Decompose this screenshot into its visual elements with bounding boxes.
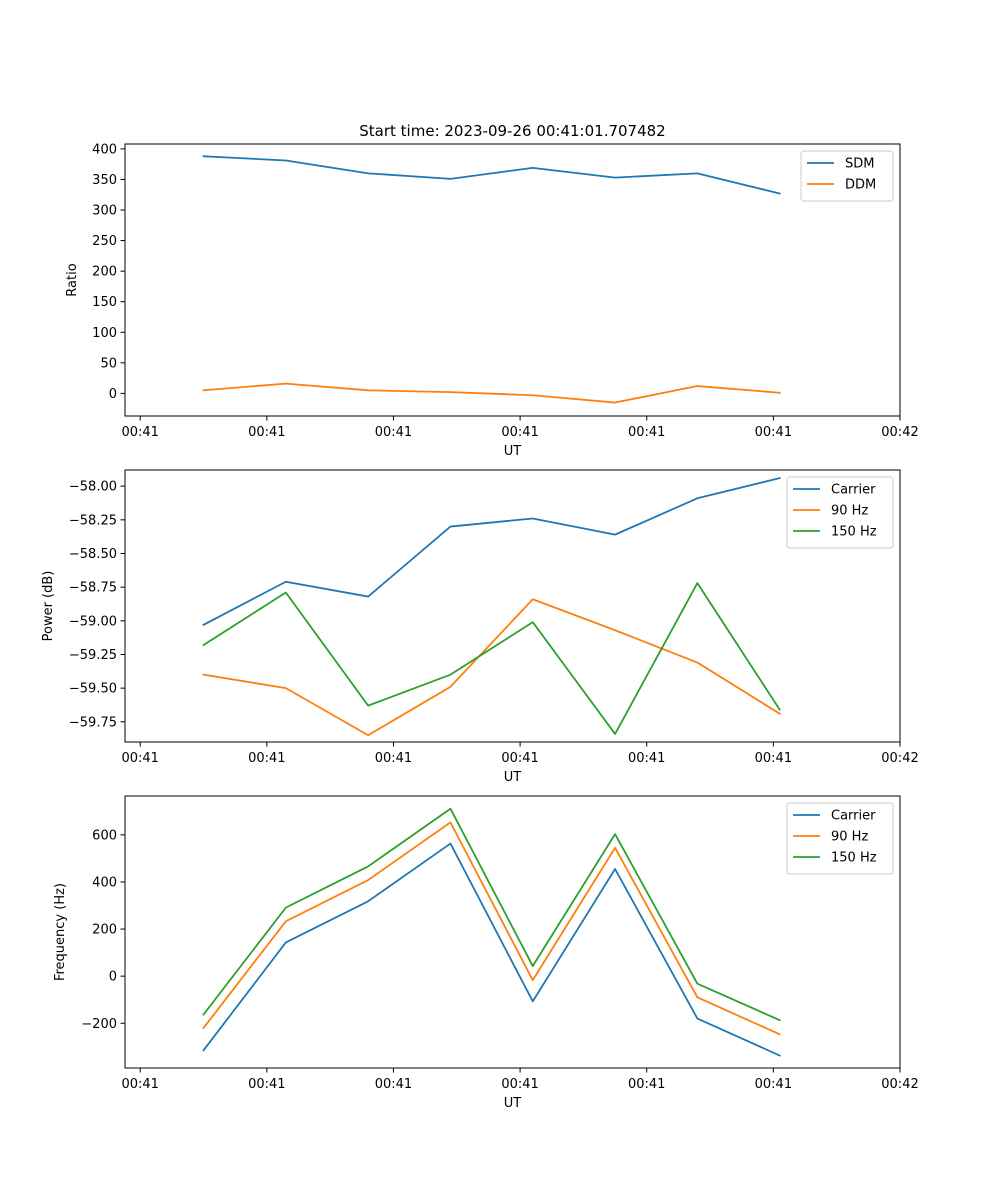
power-y-tick-label: −59.25 <box>69 648 117 663</box>
power-x-axis-label: UT <box>504 770 522 785</box>
frequency-x-tick-label: 00:41 <box>375 1077 412 1092</box>
ratio-y-tick-label: 300 <box>92 204 117 219</box>
power-x-tick-label: 00:41 <box>501 751 538 766</box>
frequency-series-carrier-line <box>202 842 781 1057</box>
frequency-x-tick-label: 00:41 <box>248 1077 285 1092</box>
ratio-y-axis-label: Ratio <box>65 263 80 296</box>
ratio-series-ddm-line <box>202 382 781 404</box>
power-x-tick-label: 00:42 <box>881 751 918 766</box>
ratio-x-tick-label: 00:41 <box>501 425 538 440</box>
ratio-y-tick-label: 100 <box>92 326 117 341</box>
power-series-150-hz-line <box>202 582 781 735</box>
power-legend-label-carrier: Carrier <box>831 483 876 498</box>
ratio-y-tick-label: 150 <box>92 295 117 310</box>
power-x-tick-label: 00:41 <box>121 751 158 766</box>
frequency-y-tick-label: 600 <box>92 828 117 843</box>
power-x-tick-label: 00:41 <box>248 751 285 766</box>
ratio-y-tick-label: 50 <box>100 356 117 371</box>
ratio-legend-label-ddm: DDM <box>845 178 876 193</box>
power-series-carrier-line <box>202 476 781 627</box>
ratio-y-tick-label: 400 <box>92 142 117 157</box>
power-y-tick-label: −59.00 <box>69 614 117 629</box>
ratio-x-tick-label: 00:41 <box>755 425 792 440</box>
frequency-x-tick-label: 00:42 <box>881 1077 918 1092</box>
frequency-y-tick-label: 0 <box>109 970 117 985</box>
ratio-x-tick-label: 00:41 <box>375 425 412 440</box>
figure-title: Start time: 2023-09-26 00:41:01.707482 <box>359 122 665 140</box>
frequency-axes-frame <box>124 795 901 1069</box>
frequency-legend-label-carrier: Carrier <box>831 809 876 824</box>
ratio-series-sdm-line <box>202 155 781 195</box>
ratio-x-axis-label: UT <box>504 444 522 459</box>
power-axes-frame <box>124 469 901 743</box>
frequency-legend-label-90-hz: 90 Hz <box>831 830 868 845</box>
ratio-axes-frame <box>124 143 901 417</box>
power-x-tick-label: 00:41 <box>628 751 665 766</box>
power-y-tick-label: −59.50 <box>69 682 117 697</box>
ratio-y-tick-label: 250 <box>92 234 117 249</box>
ratio-x-tick-label: 00:41 <box>248 425 285 440</box>
power-y-tick-label: −58.25 <box>69 513 117 528</box>
power-y-tick-label: −59.75 <box>69 715 117 730</box>
power-y-tick-label: −58.50 <box>69 547 117 562</box>
ratio-legend-label-sdm: SDM <box>845 157 874 172</box>
power-y-tick-label: −58.00 <box>69 480 117 495</box>
ratio-x-tick-label: 00:42 <box>881 425 918 440</box>
ratio-x-tick-label: 00:41 <box>121 425 158 440</box>
frequency-x-tick-label: 00:41 <box>121 1077 158 1092</box>
frequency-series-150-hz-line <box>202 807 781 1022</box>
frequency-series-90-hz-line <box>202 821 781 1036</box>
frequency-x-tick-label: 00:41 <box>628 1077 665 1092</box>
frequency-legend-label-150-hz: 150 Hz <box>831 851 877 866</box>
power-x-tick-label: 00:41 <box>375 751 412 766</box>
ratio-y-tick-label: 350 <box>92 173 117 188</box>
ratio-y-tick-label: 200 <box>92 265 117 280</box>
power-legend-label-150-hz: 150 Hz <box>831 525 877 540</box>
ratio-x-tick-label: 00:41 <box>628 425 665 440</box>
frequency-y-axis-label: Frequency (Hz) <box>53 883 68 981</box>
frequency-x-tick-label: 00:41 <box>501 1077 538 1092</box>
frequency-y-tick-label: −200 <box>81 1017 117 1032</box>
power-series-90-hz-line <box>202 598 781 737</box>
power-y-axis-label: Power (dB) <box>41 571 56 642</box>
subplot-frequency: 00:41 00:41 00:41 00:41 00:41 00:41 00:42 −200 0… <box>53 795 919 1111</box>
frequency-x-tick-label: 00:41 <box>755 1077 792 1092</box>
ratio-y-tick-label: 0 <box>109 387 117 402</box>
power-legend-label-90-hz: 90 Hz <box>831 504 868 519</box>
frequency-x-axis-label: UT <box>504 1096 522 1111</box>
subplot-ratio: 00:41 00:41 00:41 00:41 00:41 00:41 00:42 0 50 10… <box>65 142 919 459</box>
frequency-y-tick-label: 200 <box>92 923 117 938</box>
subplot-power: 00:41 00:41 00:41 00:41 00:41 00:41 00:42 −59.7… <box>41 469 919 785</box>
frequency-y-tick-label: 400 <box>92 875 117 890</box>
power-x-tick-label: 00:41 <box>755 751 792 766</box>
power-y-tick-label: −58.75 <box>69 581 117 596</box>
